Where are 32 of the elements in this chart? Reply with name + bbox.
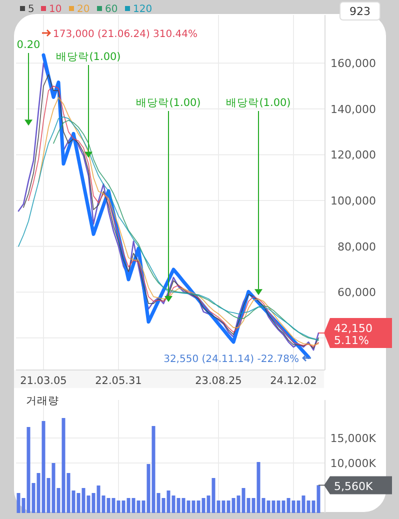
- point: [302, 354, 312, 362]
- x-tick-label: 21.03.05: [20, 375, 67, 387]
- y-tick-label: 10,000K: [330, 457, 377, 470]
- legend-label: 60: [105, 4, 118, 15]
- legend-label: 5: [28, 4, 34, 15]
- text: 5,560K: [334, 480, 374, 494]
- y-tick-label: 100,000: [330, 194, 376, 208]
- legend-label: 120: [133, 4, 152, 15]
- point: [24, 120, 32, 126]
- text: 923: [350, 5, 370, 18]
- annotation: 173,000 (21.06.24) 310.44%: [53, 29, 198, 40]
- y-tick-label: 15,000K: [330, 432, 377, 445]
- legend-label: 10: [49, 4, 62, 15]
- text: 배당락(1.00): [56, 51, 121, 63]
- text: 배당락(1.00): [136, 97, 201, 109]
- x-tick-label: 23.08.25: [195, 375, 242, 387]
- text: 배당락(1.00): [226, 97, 291, 109]
- x-tick-label: 22.05.31: [95, 375, 142, 387]
- annotation: 32,550 (24.11.14) -22.78%: [164, 354, 299, 365]
- y-tick-label: 140,000: [330, 102, 376, 116]
- point: [254, 289, 262, 296]
- x-tick-label: 24.12.02: [270, 375, 317, 387]
- point: [84, 152, 92, 158]
- y-tick-label: 80,000: [338, 240, 376, 254]
- chart-title: 거래량: [26, 395, 59, 407]
- y-tick-label: 60,000: [338, 286, 376, 300]
- data-label: 42,150 5.11%: [334, 322, 372, 348]
- y-tick-label: 160,000: [330, 57, 376, 70]
- text: 0.20: [16, 39, 40, 51]
- point: [164, 296, 172, 302]
- y-tick-label: 120,000: [330, 148, 376, 162]
- legend-label: 20: [77, 4, 90, 15]
